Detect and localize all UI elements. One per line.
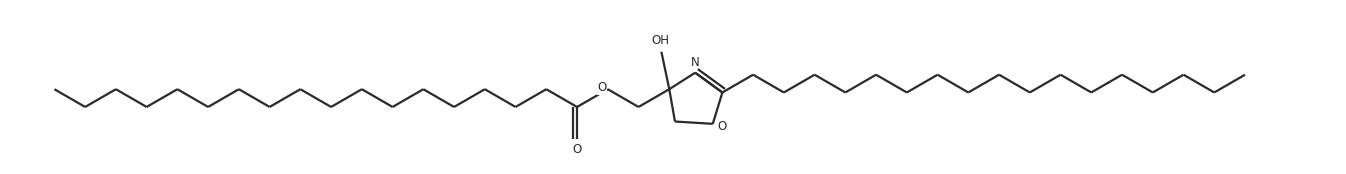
Text: N: N — [690, 56, 700, 69]
Text: O: O — [598, 81, 607, 94]
Text: OH: OH — [651, 34, 669, 47]
Text: O: O — [572, 143, 581, 156]
Text: O: O — [717, 120, 727, 133]
